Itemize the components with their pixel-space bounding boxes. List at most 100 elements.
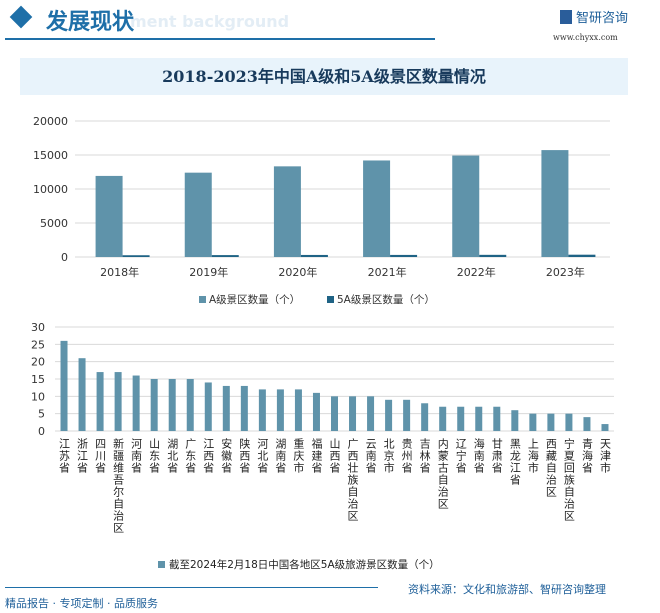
bar-province [78,358,86,431]
bar-province [403,399,411,431]
logo: 智研咨询 [560,7,628,26]
header-divider [5,38,435,40]
x-tick-label: 吉林省 [418,438,431,474]
y-tick-label: 15000 [33,149,68,162]
bar-province [186,379,194,431]
x-tick-label: 安徽省 [220,437,233,474]
bar-province [150,379,158,431]
x-tick-label: 四川省 [94,438,107,474]
x-tick-label: 内蒙古自治区 [436,437,449,510]
x-tick-label: 山西省 [328,438,341,474]
legend-label-5a: 5A级景区数量（个） [337,293,435,306]
x-tick-label: 黑龙江省 [508,438,521,486]
bar-5a-level [122,255,150,257]
legend-label-a: A级景区数量（个） [209,293,300,306]
x-tick-label: 广西壮族自治区 [346,438,359,522]
bar-province [385,399,393,431]
bar-province [493,406,501,431]
x-tick-label: 甘肃省 [490,438,503,474]
y-tick-label: 10 [31,390,45,403]
x-tick-label: 湖南省 [274,438,287,474]
bar-province [511,410,519,431]
y-tick-label: 5000 [40,217,68,230]
website-url: www.chyxx.com [553,33,618,42]
x-tick-label: 海南省 [472,437,485,474]
x-tick-label: 2022年 [457,265,496,279]
x-tick-label: 2019年 [189,265,228,279]
bar-province [331,396,338,431]
x-tick-label: 上海市 [526,438,539,474]
x-tick-label: 青海省 [580,438,593,474]
bar-a-level [541,150,569,257]
bar-province [132,375,140,431]
bar-province [168,379,176,431]
x-tick-label: 贵州省 [400,438,413,474]
x-tick-label: 福建省 [310,437,323,474]
header-title: 发展现状 [46,10,135,35]
x-tick-label: 西藏自治区 [544,438,557,498]
x-tick-label: 2020年 [278,265,317,279]
bar-5a-level [390,254,418,257]
x-tick-label: 重庆市 [292,437,305,474]
bar-province [114,372,122,431]
y-tick-label: 0 [61,251,68,264]
bar-5a-level [211,255,239,257]
x-tick-label: 山东省 [148,438,161,474]
x-tick-label: 2018年 [100,265,139,279]
x-tick-label: 辽宁省 [454,438,467,474]
bar-5a-level [479,254,507,257]
legend-swatch [158,561,165,568]
header-bg-text: ment background [130,12,290,31]
chart-title: 2018-2023年中国A级和5A级景区数量情况 [162,67,486,86]
y-tick-label: 0 [38,425,45,438]
bar-province [294,389,302,431]
bar-province [529,413,537,431]
bar-province [312,392,320,431]
logo-text: 智研咨询 [576,11,629,26]
footer-tagline: 精品报告 · 专项定制 · 品质服务 [5,597,158,610]
legend-provinces: 截至2024年2月18日中国各地区5A级旅游景区数量（个） [158,557,440,572]
bar-province [276,389,284,431]
bar-province [547,413,555,431]
chart-provinces: 0 5 10 15 20 25 30 江苏省 浙江省 四川省 新疆维吾尔自治区 河南省 山东省 湖北省 广东… [31,321,614,534]
y-tick-label: 5 [38,408,45,421]
bar-province [601,424,609,431]
bar-province [421,403,429,431]
x-tick-label: 河南省 [130,438,143,474]
x-tick-label: 广东省 [184,438,197,474]
x-tick-label: 江西省 [202,438,215,474]
x-tick-label: 北京市 [382,438,395,474]
footer-divider [5,587,378,588]
bar-5a-level [568,254,596,257]
bar-province [475,406,483,431]
y-tick-label: 20 [31,356,45,369]
legend-swatch-a [199,296,206,303]
y-tick-label: 15 [31,373,45,386]
bar-a-level [95,175,123,257]
bar-a-level [363,160,391,257]
x-tick-label: 云南省 [364,438,377,474]
bar-5a-level [300,254,328,257]
bar-province [583,417,591,431]
bar-province [222,385,230,431]
x-tick-label: 2023年 [546,265,585,279]
diamond-icon [9,5,33,29]
x-tick-label: 江苏省 [58,438,71,474]
bar-province [565,413,573,431]
bar-a-level [184,172,212,257]
logo-icon [560,9,572,24]
legend-swatch-5a [327,296,334,303]
x-tick-label: 湖北省 [166,438,179,474]
bar-province [240,385,248,431]
bar-province [258,389,266,431]
bar-province [204,382,212,431]
legend-label: 截至2024年2月18日中国各地区5A级旅游景区数量（个） [169,559,440,571]
y-tick-label: 10000 [33,183,68,196]
bar-a-level [273,166,301,257]
bar-province [457,406,465,431]
x-tick-label: 浙江省 [76,438,89,474]
bar-province [349,396,357,431]
x-tick-label: 陕西省 [238,437,251,474]
x-tick-label: 宁夏回族自治区 [562,437,575,522]
